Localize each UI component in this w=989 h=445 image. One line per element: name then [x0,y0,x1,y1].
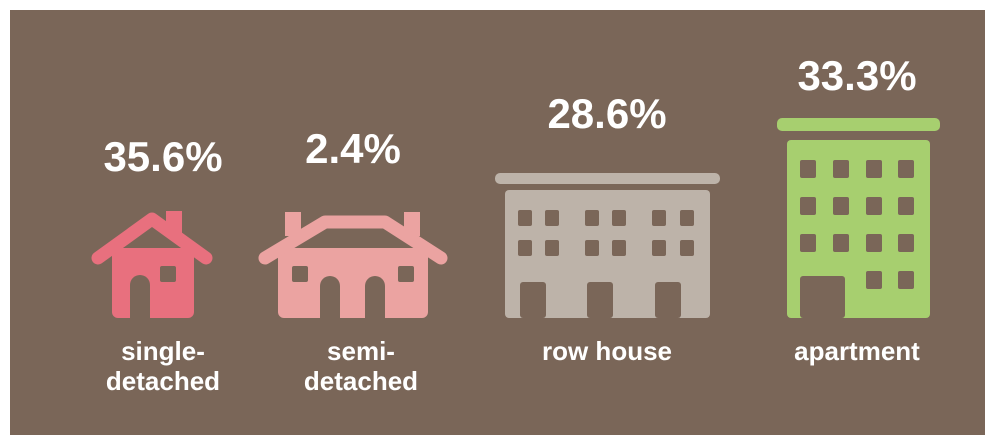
window [866,160,882,178]
window [652,240,666,256]
window [545,240,559,256]
door [320,276,340,318]
category-label: single-detached [105,336,221,396]
apartment-icon [777,118,940,318]
window [800,160,816,178]
window [518,210,532,226]
body [278,248,428,318]
category-label: row house [541,336,672,366]
window [866,271,882,289]
value-label: 28.6% [547,90,667,137]
roof [777,118,940,131]
window [612,210,626,226]
window [585,240,599,256]
door [365,276,385,318]
window [898,160,914,178]
window [680,240,694,256]
roof [258,215,448,265]
door [587,282,613,318]
window [518,240,532,256]
window [612,240,626,256]
semi-icon [258,212,448,318]
value-label: 35.6% [103,133,223,180]
window [800,197,816,215]
door [655,282,681,318]
window [160,266,176,282]
body [787,140,930,318]
door [130,275,150,318]
house-icon [91,211,213,318]
window [833,160,849,178]
window [898,197,914,215]
window [292,266,308,282]
window [833,234,849,252]
window [652,210,666,226]
roof [91,212,213,265]
window [898,234,914,252]
value-label: 2.4% [305,125,401,172]
door [800,276,845,318]
window [680,210,694,226]
window [898,271,914,289]
value-label: 33.3% [797,52,917,99]
category-label: apartment [794,336,920,366]
window [800,234,816,252]
window [585,210,599,226]
door [520,282,546,318]
row-icon [495,173,720,318]
category-label: semi-detached [303,336,419,396]
roof [495,173,720,184]
chimney [285,212,301,236]
window [866,234,882,252]
window [833,197,849,215]
body [112,248,194,318]
window [545,210,559,226]
window [398,266,414,282]
window [866,197,882,215]
